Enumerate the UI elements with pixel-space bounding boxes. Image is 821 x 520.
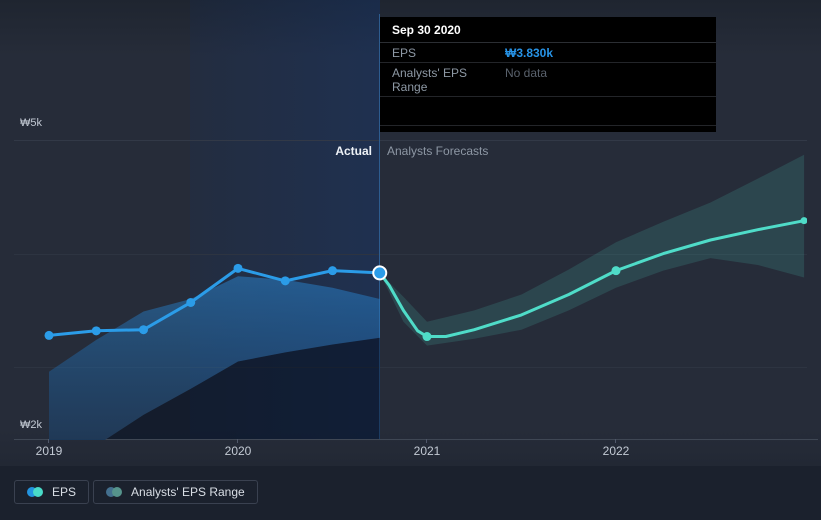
gridline-3k — [14, 367, 807, 368]
range-legend-icon — [106, 487, 123, 497]
y-axis-label-bottom: ₩2k — [20, 419, 42, 431]
gridline-4k — [14, 254, 807, 255]
x-tickmark-2020 — [237, 439, 238, 443]
legend-button-analysts-eps-range[interactable]: Analysts' EPS Range — [93, 480, 258, 504]
tooltip-eps-label: EPS — [392, 46, 417, 60]
chart-tooltip: Sep 30 2020 EPS ₩3.830k Analysts' EPS Ra… — [380, 17, 716, 132]
x-tick-label-2021: 2021 — [413, 444, 441, 458]
gridline-5k — [14, 140, 807, 141]
x-tickmark-2019 — [48, 439, 49, 443]
tooltip-row-range: Analysts' EPS Range No data — [380, 63, 716, 97]
x-tick-label-2019: 2019 — [35, 444, 63, 458]
range-dot-teal-icon — [112, 487, 123, 497]
tooltip-range-label: Analysts' EPS Range — [392, 66, 467, 94]
tooltip-date: Sep 30 2020 — [380, 17, 716, 43]
x-tick-label-2020: 2020 — [224, 444, 252, 458]
x-tick-label-2022: 2022 — [602, 444, 630, 458]
tooltip-spacer — [380, 97, 716, 126]
legend-strip — [0, 466, 821, 520]
x-tickmark-2021 — [426, 439, 427, 443]
eps-dot-teal-icon — [33, 487, 43, 497]
y-axis-label-top: ₩5k — [20, 117, 42, 129]
legend: EPS Analysts' EPS Range — [14, 480, 258, 504]
legend-button-eps[interactable]: EPS — [14, 480, 90, 504]
eps-dot-blue-icon — [27, 487, 37, 497]
eps-legend-icon — [27, 487, 43, 497]
tooltip-footpad — [380, 126, 716, 132]
section-label-actual: Actual — [335, 144, 372, 158]
x-tickmark-2022 — [615, 439, 616, 443]
tooltip-range-value: No data — [505, 66, 548, 80]
legend-label-eps: EPS — [52, 485, 77, 499]
current-date-divider-line — [379, 14, 380, 439]
tooltip-row-eps: EPS ₩3.830k — [380, 43, 716, 63]
section-label-forecast: Analysts Forecasts — [387, 144, 489, 158]
range-dot-blue-icon — [106, 487, 117, 497]
x-axis-line — [14, 439, 818, 440]
legend-label-range: Analysts' EPS Range — [131, 485, 245, 499]
tooltip-eps-value: ₩3.830k — [505, 46, 554, 60]
